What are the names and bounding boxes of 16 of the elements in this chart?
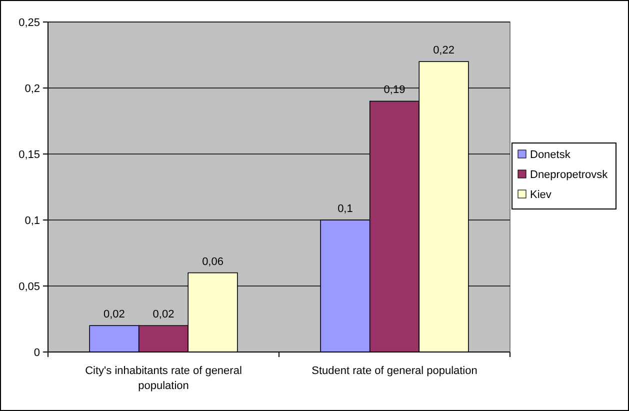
legend-label: Dnepropetrovsk — [530, 168, 608, 181]
data-label: 0,02 — [104, 308, 125, 321]
y-tick-label: 0,2 — [24, 82, 40, 95]
y-tick-label: 0,25 — [18, 16, 40, 29]
data-label: 0,02 — [152, 308, 174, 321]
y-tick-label: 0 — [34, 346, 40, 359]
y-tick-label: 0,05 — [18, 280, 40, 293]
data-label: 0,22 — [433, 44, 454, 57]
y-tick-label: 0,15 — [18, 148, 40, 161]
legend-label: Kiev — [530, 188, 552, 201]
x-tick-label: City's inhabitants rate of general population — [85, 365, 242, 392]
x-tick-label: Student rate of general population — [312, 365, 478, 377]
y-tick-label: 0,1 — [24, 214, 40, 227]
legend-label: Donetsk — [530, 148, 571, 161]
data-label: 0,06 — [202, 256, 224, 268]
data-label: 0,1 — [338, 203, 353, 215]
